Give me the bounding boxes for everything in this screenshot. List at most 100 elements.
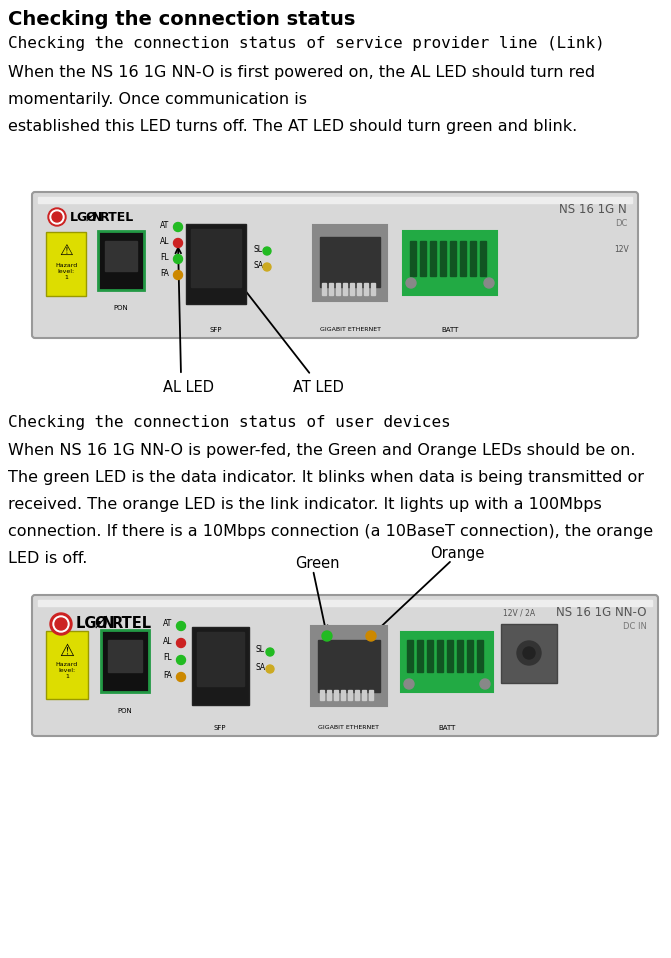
Text: AT: AT (160, 220, 169, 230)
Text: When the NS 16 1G NN-O is first powered on, the AL LED should turn red: When the NS 16 1G NN-O is first powered … (8, 65, 595, 80)
Bar (105, 241, 137, 271)
Bar (467, 640, 473, 672)
Circle shape (50, 210, 64, 224)
Text: Ø: Ø (95, 616, 107, 631)
Bar (318, 640, 380, 692)
Text: connection. If there is a 10Mbps connection (a 10BaseT connection), the orange: connection. If there is a 10Mbps connect… (8, 524, 653, 539)
Bar (327, 690, 331, 700)
Text: LED is off.: LED is off. (8, 551, 87, 566)
Text: PON: PON (117, 708, 132, 714)
FancyBboxPatch shape (311, 626, 387, 706)
Text: AT LED: AT LED (293, 380, 344, 395)
Text: SL: SL (253, 244, 262, 254)
Circle shape (366, 631, 376, 641)
Bar (407, 640, 413, 672)
Bar (420, 241, 426, 276)
Text: Checking the connection status: Checking the connection status (8, 10, 356, 29)
Text: Ø: Ø (86, 211, 97, 224)
Bar (477, 640, 483, 672)
Text: NS 16 1G NN-O: NS 16 1G NN-O (556, 606, 647, 619)
Circle shape (263, 247, 271, 255)
Circle shape (176, 655, 185, 665)
Bar (460, 241, 466, 276)
FancyBboxPatch shape (403, 231, 497, 295)
Circle shape (484, 278, 494, 288)
Bar (341, 690, 345, 700)
Text: GIGABIT ETHERNET: GIGABIT ETHERNET (319, 327, 380, 332)
Bar (457, 640, 463, 672)
FancyBboxPatch shape (401, 632, 493, 692)
Text: FL: FL (160, 253, 168, 262)
Circle shape (322, 631, 332, 641)
Bar (336, 283, 340, 295)
Text: The green LED is the data indicator. It blinks when data is being transmitted or: The green LED is the data indicator. It … (8, 470, 644, 485)
Bar (430, 241, 436, 276)
Text: AL: AL (160, 237, 170, 245)
Circle shape (404, 679, 414, 689)
Circle shape (266, 648, 274, 656)
Text: RTEL: RTEL (112, 616, 152, 631)
Text: SFP: SFP (210, 327, 222, 333)
Text: Orange: Orange (430, 546, 484, 561)
Bar (191, 229, 241, 287)
Text: RTEL: RTEL (100, 211, 134, 224)
Text: AL LED: AL LED (163, 380, 214, 395)
Text: SA: SA (256, 663, 266, 672)
Text: 12V / 2A: 12V / 2A (503, 608, 535, 617)
Text: Checking the connection status of user devices: Checking the connection status of user d… (8, 415, 451, 430)
Circle shape (50, 613, 72, 635)
Text: SA: SA (253, 261, 263, 269)
Bar (197, 632, 244, 686)
Bar (437, 640, 443, 672)
Circle shape (517, 641, 541, 665)
Text: BATT: BATT (442, 327, 459, 333)
Bar (450, 241, 456, 276)
Circle shape (174, 239, 183, 247)
Circle shape (406, 278, 416, 288)
Text: established this LED turns off. The AT LED should turn green and blink.: established this LED turns off. The AT L… (8, 119, 577, 134)
FancyBboxPatch shape (192, 627, 249, 705)
Text: DC: DC (615, 219, 627, 228)
Text: When NS 16 1G NN-O is power-fed, the Green and Orange LEDs should be on.: When NS 16 1G NN-O is power-fed, the Gre… (8, 443, 635, 458)
Text: BATT: BATT (438, 725, 456, 731)
Bar (38, 600, 652, 606)
Text: SL: SL (256, 646, 265, 654)
Text: ⚠: ⚠ (60, 642, 74, 660)
Text: LG·N: LG·N (70, 211, 103, 224)
Bar (369, 690, 373, 700)
FancyBboxPatch shape (101, 630, 149, 692)
FancyBboxPatch shape (46, 232, 86, 296)
Text: Hazard
level:
1: Hazard level: 1 (56, 662, 78, 678)
Circle shape (52, 212, 62, 222)
Text: received. The orange LED is the link indicator. It lights up with a 100Mbps: received. The orange LED is the link ind… (8, 497, 602, 512)
FancyBboxPatch shape (98, 231, 144, 290)
Bar (447, 640, 453, 672)
Bar (440, 241, 446, 276)
Circle shape (55, 618, 67, 630)
Bar (334, 690, 338, 700)
FancyBboxPatch shape (186, 224, 246, 304)
Bar (410, 241, 416, 276)
Text: PON: PON (113, 305, 128, 311)
FancyBboxPatch shape (313, 225, 387, 301)
Text: LG·N: LG·N (76, 616, 115, 631)
Circle shape (53, 616, 69, 632)
Text: NS 16 1G N: NS 16 1G N (559, 203, 627, 216)
Circle shape (176, 673, 185, 681)
Bar (417, 640, 423, 672)
Text: Hazard
level:
1: Hazard level: 1 (55, 263, 77, 280)
Text: AT: AT (163, 620, 172, 628)
Text: FA: FA (163, 671, 172, 679)
Bar (329, 283, 333, 295)
Circle shape (176, 622, 185, 630)
Text: AL: AL (163, 636, 172, 646)
Text: 12V: 12V (614, 245, 629, 254)
Bar (480, 241, 486, 276)
Bar (427, 640, 433, 672)
Text: SFP: SFP (214, 725, 226, 731)
FancyBboxPatch shape (501, 624, 557, 683)
Text: FL: FL (163, 653, 172, 663)
FancyBboxPatch shape (32, 192, 638, 338)
Bar (320, 690, 324, 700)
Circle shape (174, 255, 183, 263)
